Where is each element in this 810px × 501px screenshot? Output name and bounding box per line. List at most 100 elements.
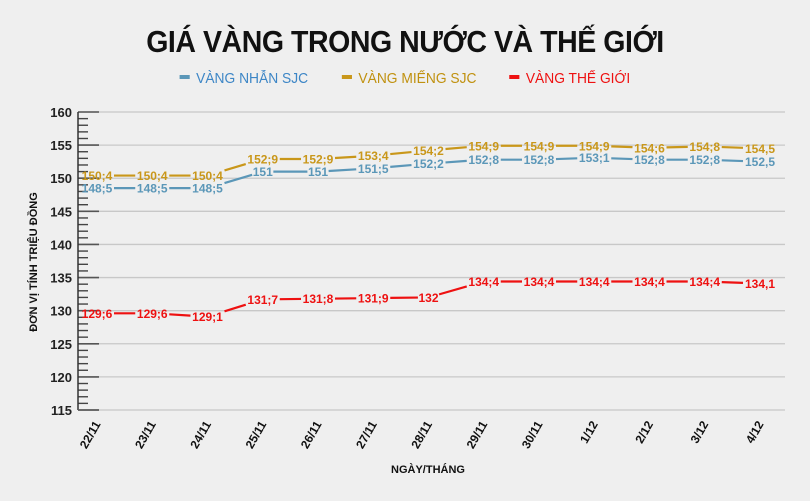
series-line-segment [328, 168, 357, 173]
y-tick-label: 115 [51, 403, 72, 418]
data-point-label: 150;4 [137, 169, 168, 183]
legend-swatch-icon [341, 75, 352, 80]
data-point-label: 150;4 [192, 169, 223, 183]
data-point-label: 131;9 [358, 292, 389, 306]
series-0: 148;5 148;5 148;5 151 151 151;5 152;2 152;8 152;… [82, 151, 776, 195]
data-point-label: 148;5 [137, 182, 168, 196]
data-point-label: 151 [253, 165, 273, 179]
legend-label: VÀNG NHẪN SJC [196, 70, 309, 87]
series-line-segment [666, 145, 688, 149]
series-line-segment [721, 281, 744, 285]
data-point-label: 154;6 [634, 141, 665, 155]
y-axis: 115 120 125 130 135 140 145 150 155 160 [50, 105, 99, 418]
legend-swatch-icon [509, 75, 520, 80]
y-tick-label: 145 [50, 204, 72, 219]
x-tick-label: 23/11 [132, 418, 159, 451]
data-point-label: 154;8 [689, 140, 720, 154]
data-point-label: 153;4 [358, 149, 389, 163]
data-point-label: 152;8 [524, 153, 555, 167]
x-tick-label: 2/12 [632, 418, 656, 446]
series-line-segment [721, 145, 744, 149]
data-point-label: 131;8 [303, 292, 334, 306]
y-tick-label: 160 [50, 105, 72, 120]
data-point-label: 153;1 [579, 151, 610, 165]
data-point-label: 152;9 [303, 153, 334, 167]
x-tick-label: 3/12 [688, 418, 712, 446]
x-tick-label: 30/11 [519, 418, 546, 451]
series-lines: 148;5 148;5 148;5 151 151 151;5 152;2 152;8 152;… [82, 139, 776, 324]
legend-label: VÀNG THẾ GIỚI [526, 70, 631, 87]
series-line-segment [611, 157, 633, 161]
x-tick-label: 25/11 [243, 418, 270, 451]
x-axis: 22/11 23/11 24/11 25/11 26/11 27/11 28/11 29/11… [77, 409, 785, 451]
y-tick-label: 125 [50, 337, 72, 352]
data-point-label: 152;9 [247, 153, 278, 167]
series-line-segment [445, 159, 467, 164]
data-point-label: 148;5 [192, 182, 223, 196]
legend-item-the-gioi: VÀNG THẾ GIỚI [509, 70, 631, 87]
series-line-segment [390, 150, 412, 156]
gridlines [78, 111, 785, 378]
x-tick-label: 27/11 [353, 418, 380, 451]
x-axis-title: NGÀY/THÁNG [391, 463, 465, 476]
chart-title: GIÁ VÀNG TRONG NƯỚC VÀ THẾ GIỚI [146, 24, 664, 59]
data-point-label: 129;6 [82, 307, 113, 321]
legend-swatch-icon [179, 75, 190, 80]
y-tick-label: 135 [50, 271, 72, 286]
data-point-label: 152;8 [634, 153, 665, 167]
series-line-segment [445, 146, 467, 151]
data-point-label: 148;5 [82, 182, 113, 196]
x-tick-label: 29/11 [464, 418, 491, 451]
data-point-label: 134;4 [689, 275, 720, 289]
series-2: 129;6 129;6 129;1 131;7 131;8 131;9 132 134;4 13… [82, 275, 776, 324]
y-tick-label: 150 [50, 171, 72, 186]
data-point-label: 154;9 [468, 139, 499, 153]
series-line-segment [555, 157, 578, 161]
data-point-label: 152,5 [745, 155, 775, 169]
data-point-label: 154;9 [524, 139, 555, 153]
data-point-label: 154;9 [579, 139, 610, 153]
data-point-label: 134;4 [579, 275, 610, 289]
series-line-segment [169, 313, 191, 317]
x-tick-label: 26/11 [298, 418, 325, 451]
y-tick-label: 130 [50, 304, 72, 319]
x-tick-label: 24/11 [187, 418, 214, 451]
data-point-label: 129;6 [137, 307, 168, 321]
series-1: 150;4 150;4 150;4 152;9 152;9 153;4 154;2 154;9… [82, 139, 776, 183]
data-point-label: 131;7 [247, 293, 278, 307]
x-tick-label: 28/11 [408, 418, 435, 451]
x-tick-label: 1/12 [577, 418, 601, 446]
series-line-segment [224, 303, 247, 313]
data-point-label: 134;4 [468, 275, 499, 289]
y-tick-label: 155 [50, 138, 72, 153]
y-tick-label: 140 [50, 237, 72, 252]
y-tick-label: 120 [50, 370, 72, 385]
y-axis-title: ĐƠN VỊ TÍNH TRIỆU ĐỒNG [27, 192, 40, 332]
series-line-segment [438, 285, 468, 296]
data-point-label: 152;8 [689, 153, 720, 167]
data-point-label: 134;4 [634, 275, 665, 289]
data-point-label: 151;5 [358, 162, 389, 176]
legend-item-nhan-sjc: VÀNG NHẪN SJC [179, 70, 309, 87]
data-point-label: 134;4 [524, 275, 555, 289]
legend: VÀNG NHẪN SJC VÀNG MIẾNG SJC VÀNG THẾ GI… [0, 70, 810, 87]
x-tick-label: 22/11 [77, 418, 104, 451]
series-line-segment [611, 145, 633, 149]
data-point-label: 152;8 [468, 153, 499, 167]
series-line-segment [721, 159, 744, 163]
legend-item-mieng-sjc: VÀNG MIẾNG SJC [341, 70, 477, 87]
legend-label: VÀNG MIẾNG SJC [358, 70, 477, 87]
data-point-label: 154;2 [413, 144, 444, 158]
data-point-label: 154,5 [745, 142, 775, 156]
data-point-label: 129;1 [192, 310, 223, 324]
data-point-label: 151 [308, 165, 328, 179]
series-line-segment [224, 163, 247, 172]
x-tick-label: 4/12 [743, 418, 767, 446]
data-point-label: 134,1 [745, 277, 775, 291]
data-point-label: 150;4 [82, 169, 113, 183]
series-line-segment [224, 173, 253, 185]
data-point-label: 152;2 [413, 157, 444, 171]
series-line-segment [390, 163, 412, 168]
data-point-label: 132 [418, 291, 438, 305]
